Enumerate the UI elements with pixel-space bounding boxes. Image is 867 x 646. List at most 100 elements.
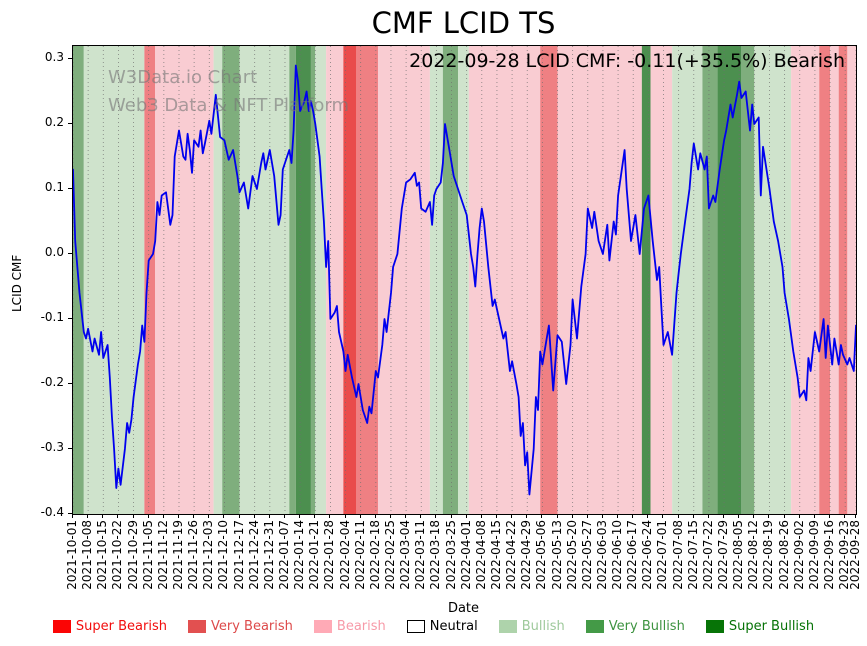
- x-tick-label: 2022-09-09: [806, 520, 821, 590]
- legend-item-bullish: Bullish: [498, 619, 565, 634]
- x-tick-label: 2022-02-11: [352, 520, 367, 590]
- x-tick-mark: [147, 514, 149, 518]
- x-tick-label: 2022-07-08: [670, 520, 685, 590]
- plot-area: [72, 45, 857, 515]
- x-tick-mark: [208, 514, 210, 518]
- x-tick-mark: [405, 514, 407, 518]
- x-tick-label: 2021-11-19: [170, 520, 185, 590]
- y-tick-mark: [68, 253, 72, 254]
- sentiment-band-very_bullish: [310, 46, 316, 514]
- legend-label-bullish: Bullish: [521, 619, 565, 634]
- chart-title: CMF LCID TS: [371, 6, 556, 40]
- y-tick-mark: [68, 188, 72, 189]
- x-tick-mark: [541, 514, 543, 518]
- sentiment-legend: Super Bearish Very Bearish Bearish Neutral B…: [0, 619, 867, 634]
- x-tick-label: 2022-01-21: [307, 520, 322, 590]
- x-tick-mark: [435, 514, 437, 518]
- x-tick-label: 2022-03-04: [398, 520, 413, 590]
- legend-swatch-super_bearish: [52, 620, 71, 633]
- x-tick-label: 2021-11-12: [155, 520, 170, 590]
- sentiment-band-very_bullish: [222, 46, 240, 514]
- x-tick-mark: [753, 514, 755, 518]
- x-tick-mark: [495, 514, 497, 518]
- x-tick-mark: [268, 514, 270, 518]
- legend-item-bearish: Bearish: [313, 619, 386, 634]
- x-tick-label: 2021-11-26: [186, 520, 201, 590]
- x-tick-mark: [177, 514, 179, 518]
- x-tick-label: 2022-09-16: [822, 520, 837, 590]
- x-tick-label: 2022-06-03: [594, 520, 609, 590]
- x-tick-label: 2022-08-05: [731, 520, 746, 590]
- plot-svg: [73, 46, 856, 514]
- sentiment-band-bearish: [830, 46, 839, 514]
- x-tick-mark: [723, 514, 725, 518]
- x-tick-label: 2022-02-04: [337, 520, 352, 590]
- x-tick-label: 2022-07-01: [655, 520, 670, 590]
- x-tick-mark: [526, 514, 528, 518]
- sentiment-band-very_bearish: [819, 46, 831, 514]
- cmf-line-series: [73, 64, 856, 496]
- x-tick-mark: [768, 514, 770, 518]
- y-tick-label: 0.2: [44, 115, 64, 129]
- y-tick-mark: [68, 448, 72, 449]
- x-tick-mark: [617, 514, 619, 518]
- x-tick-mark: [162, 514, 164, 518]
- legend-swatch-very_bearish: [188, 620, 206, 633]
- x-tick-label: 2022-09-02: [791, 520, 806, 590]
- sentiment-band-very_bearish: [144, 46, 156, 514]
- x-tick-mark: [813, 514, 815, 518]
- x-tick-mark: [420, 514, 422, 518]
- y-tick-label: -0.1: [40, 310, 64, 324]
- sentiment-band-bullish: [239, 46, 290, 514]
- sentiment-band-super_bearish: [343, 46, 357, 514]
- sentiment-band-bullish: [213, 46, 223, 514]
- legend-item-very_bullish: Very Bullish: [585, 619, 685, 634]
- latest-value-annotation: 2022-09-28 LCID CMF: -0.11(+35.5%) Beari…: [409, 50, 845, 72]
- x-tick-mark: [556, 514, 558, 518]
- x-tick-mark: [374, 514, 376, 518]
- x-tick-label: 2022-04-29: [519, 520, 534, 590]
- x-tick-label: 2022-07-15: [685, 520, 700, 590]
- y-tick-mark: [68, 513, 72, 514]
- x-tick-label: 2022-04-22: [504, 520, 519, 590]
- sentiment-band-very_bearish: [356, 46, 378, 514]
- x-tick-mark: [87, 514, 89, 518]
- y-tick-label: 0.3: [44, 50, 64, 64]
- x-tick-mark: [647, 514, 649, 518]
- x-tick-mark: [707, 514, 709, 518]
- x-tick-label: 2022-08-26: [776, 520, 791, 590]
- x-tick-mark: [132, 514, 134, 518]
- legend-swatch-very_bullish: [585, 620, 604, 633]
- x-tick-label: 2022-01-14: [292, 520, 307, 590]
- sentiment-band-bearish: [847, 46, 856, 514]
- x-tick-label: 2022-06-10: [610, 520, 625, 590]
- x-tick-mark: [359, 514, 361, 518]
- y-tick-label: 0.0: [44, 245, 64, 259]
- legend-swatch-bearish: [313, 620, 332, 633]
- x-tick-label: 2022-01-28: [322, 520, 337, 590]
- x-tick-label: 2022-01-07: [276, 520, 291, 590]
- x-tick-mark: [299, 514, 301, 518]
- x-tick-mark: [223, 514, 225, 518]
- x-tick-mark: [677, 514, 679, 518]
- legend-swatch-super_bullish: [705, 620, 724, 633]
- sentiment-band-bearish: [650, 46, 673, 514]
- legend-label-super_bullish: Super Bullish: [728, 619, 815, 634]
- x-tick-mark: [72, 514, 73, 518]
- sentiment-band-super_bullish: [295, 46, 311, 514]
- x-tick-label: 2022-08-19: [761, 520, 776, 590]
- sentiment-band-bearish: [377, 46, 430, 514]
- x-tick-label: 2021-12-10: [216, 520, 231, 590]
- sentiment-band-super_bullish: [641, 46, 651, 514]
- x-tick-mark: [465, 514, 467, 518]
- sentiment-band-bullish: [458, 46, 469, 514]
- legend-label-bearish: Bearish: [336, 619, 386, 634]
- x-tick-mark: [844, 514, 846, 518]
- sentiment-band-bullish: [672, 46, 703, 514]
- x-tick-mark: [344, 514, 346, 518]
- x-tick-mark: [783, 514, 785, 518]
- sentiment-band-bearish: [791, 46, 820, 514]
- x-tick-mark: [798, 514, 800, 518]
- x-tick-mark: [329, 514, 331, 518]
